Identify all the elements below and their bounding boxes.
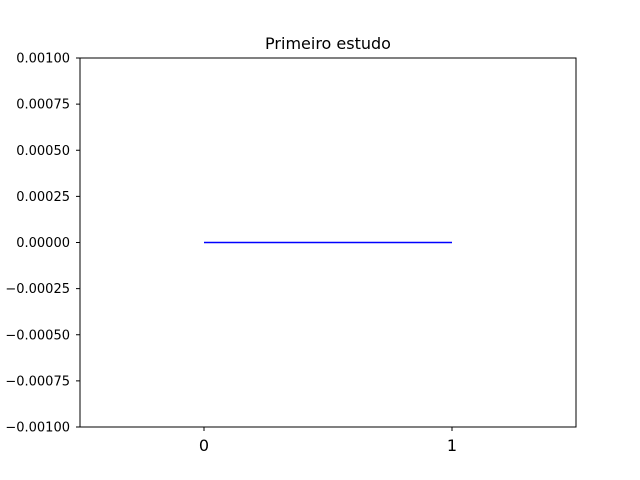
y-tick-label: 0.00100 bbox=[16, 52, 70, 67]
y-axis: −0.00100 −0.00075 −0.00050 −0.00025 0.00000 0… bbox=[5, 52, 80, 436]
y-tick-label: −0.00100 bbox=[5, 421, 70, 436]
chart-title: Primeiro estudo bbox=[265, 34, 391, 53]
y-tick-label: −0.00025 bbox=[5, 282, 70, 297]
y-tick-label: −0.00075 bbox=[5, 374, 70, 389]
y-tick-label: 0.00025 bbox=[16, 190, 70, 205]
x-tick-label: 0 bbox=[199, 436, 209, 455]
y-tick-label: −0.00050 bbox=[5, 328, 70, 343]
x-tick-label: 1 bbox=[447, 436, 457, 455]
y-tick-label: 0.00000 bbox=[16, 236, 70, 251]
y-tick-label: 0.00075 bbox=[16, 98, 70, 113]
y-tick-label: 0.00050 bbox=[16, 144, 70, 159]
